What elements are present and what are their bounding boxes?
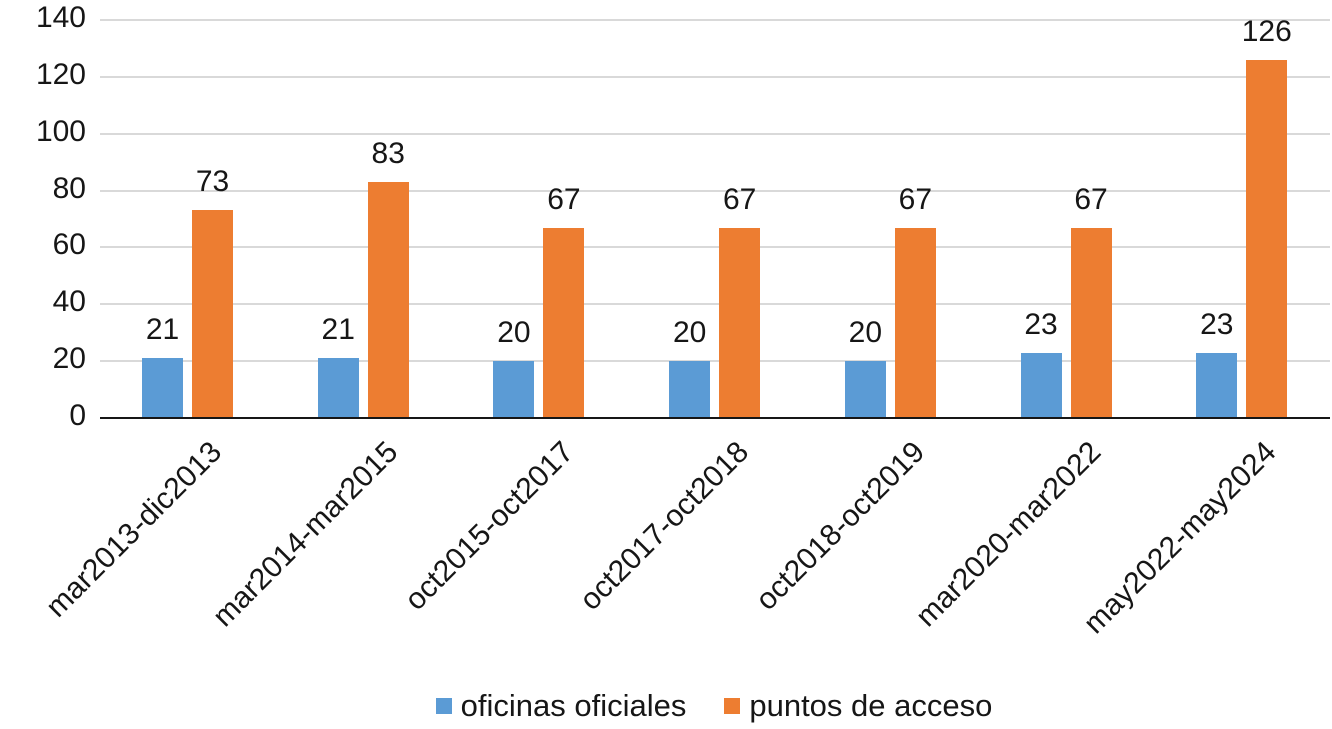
legend-label: puntos de acceso — [749, 688, 993, 723]
y-axis-tick-label: 140 — [35, 1, 86, 34]
bar-value-label: 67 — [722, 182, 757, 216]
bar-puntos-de-acceso — [367, 182, 409, 418]
legend-item-oficinas-oficiales: oficinas oficiales — [435, 688, 687, 723]
y-axis-tick-label: 60 — [52, 228, 86, 262]
bar-oficinas-oficiales — [669, 361, 711, 418]
bar-puntos-de-acceso — [894, 227, 936, 418]
gridline — [100, 360, 1330, 363]
bar-value-label: 67 — [898, 182, 933, 216]
legend-swatch-icon — [435, 698, 452, 714]
bar-value-label: 20 — [848, 316, 883, 350]
bar-oficinas-oficiales — [493, 361, 535, 418]
gridline — [100, 246, 1330, 249]
bar-value-label: 73 — [195, 165, 230, 199]
bar-value-label: 126 — [1241, 14, 1292, 48]
gridline — [100, 132, 1330, 135]
gridline — [100, 303, 1330, 306]
bar-value-label: 21 — [145, 313, 180, 347]
bar-oficinas-oficiales — [142, 358, 183, 418]
gridline — [100, 19, 1330, 21]
legend: oficinas oficiales puntos de acceso — [96, 686, 1332, 726]
bar-value-label: 21 — [321, 313, 355, 347]
y-axis-tick-label: 20 — [52, 342, 86, 376]
bar-value-label: 20 — [497, 316, 531, 350]
x-axis-line — [100, 417, 1330, 419]
x-axis-category-label: mar2013-dic2013 — [40, 435, 229, 624]
x-axis-category-label: may2022-may2024 — [1077, 435, 1283, 641]
bar-puntos-de-acceso — [1246, 59, 1288, 418]
y-axis-tick-label: 40 — [52, 285, 86, 319]
x-axis-category-label: mar2020-mar2022 — [909, 435, 1108, 634]
x-axis-category-label: oct2015-oct2017 — [398, 435, 580, 617]
bar-oficinas-oficiales — [1020, 352, 1062, 418]
bar-puntos-de-acceso — [543, 227, 585, 418]
bar-value-label: 23 — [1024, 307, 1058, 341]
x-axis-category-label: oct2018-oct2019 — [749, 435, 932, 617]
bar-value-label: 23 — [1200, 307, 1234, 341]
legend-item-puntos-de-acceso: puntos de acceso — [724, 689, 992, 723]
bar-oficinas-oficiales — [317, 358, 359, 418]
bar-puntos-de-acceso — [1070, 227, 1112, 418]
legend-label: oficinas oficiales — [460, 688, 687, 723]
bar-puntos-de-acceso — [192, 210, 233, 418]
bar-puntos-de-acceso — [719, 227, 761, 418]
y-axis-tick-label: 80 — [52, 171, 86, 205]
bar-oficinas-oficiales — [1196, 352, 1238, 418]
bar-value-label: 67 — [547, 182, 581, 216]
x-axis-category-label: mar2014-mar2015 — [206, 435, 405, 634]
x-axis-category-label: oct2017-oct2018 — [574, 435, 756, 617]
bar-oficinas-oficiales — [844, 361, 886, 418]
bar-value-label: 83 — [371, 137, 405, 171]
gridline — [100, 75, 1330, 78]
y-axis-tick-label: 100 — [35, 114, 86, 148]
y-axis-tick-label: 120 — [35, 57, 86, 91]
bar-value-label: 20 — [672, 316, 707, 350]
bar-value-label: 67 — [1074, 182, 1108, 216]
gridline — [100, 189, 1330, 192]
y-axis-tick-label: 0 — [69, 399, 86, 432]
legend-swatch-icon — [724, 698, 741, 714]
